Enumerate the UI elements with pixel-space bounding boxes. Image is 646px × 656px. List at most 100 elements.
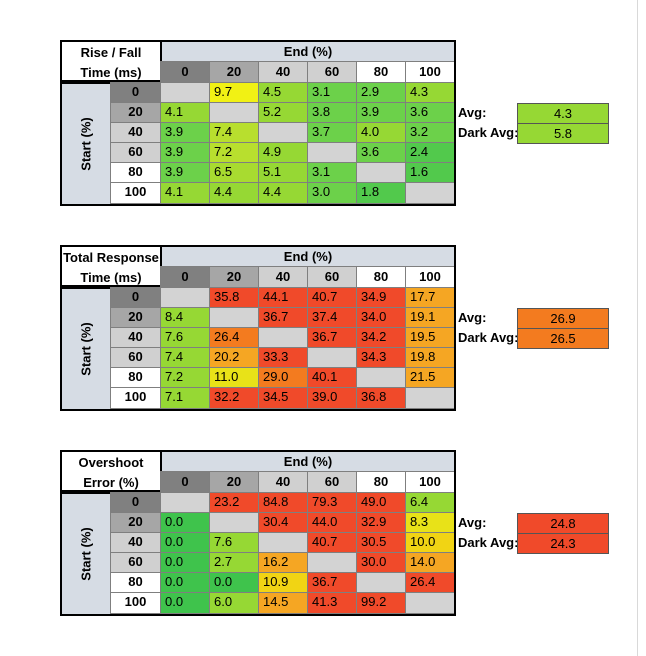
table-cell: 32.9 bbox=[356, 512, 406, 533]
table-cell: 3.9 bbox=[160, 122, 210, 143]
table-cell: 39.0 bbox=[307, 387, 357, 409]
table-cell: 19.8 bbox=[405, 347, 455, 368]
column-header: 100 bbox=[405, 61, 455, 83]
table-cell bbox=[209, 512, 259, 533]
table-cell: 30.5 bbox=[356, 532, 406, 553]
row-header: 20 bbox=[110, 102, 161, 123]
table-cell: 14.5 bbox=[258, 592, 308, 614]
avg-label: Avg: bbox=[458, 515, 487, 530]
column-header: 80 bbox=[356, 471, 406, 493]
row-header: 40 bbox=[110, 327, 161, 348]
table-cell: 0.0 bbox=[209, 572, 259, 593]
table-cell: 30.4 bbox=[258, 512, 308, 533]
table-cell bbox=[160, 287, 210, 308]
table-grid: Total Response Time (ms) End (%) 0 20 40 60 80 1… bbox=[60, 245, 456, 411]
table-cell: 40.7 bbox=[307, 287, 357, 308]
table-cell: 6.0 bbox=[209, 592, 259, 614]
table-cell: 2.9 bbox=[356, 82, 406, 103]
table-cell: 3.8 bbox=[307, 102, 357, 123]
dark-avg-value: 5.8 bbox=[517, 123, 609, 144]
column-header: 80 bbox=[356, 266, 406, 288]
table-cell: 40.1 bbox=[307, 367, 357, 388]
row-header: 60 bbox=[110, 552, 161, 573]
row-axis-title-label: Start (%) bbox=[78, 322, 94, 376]
row-axis-title-label: Start (%) bbox=[78, 117, 94, 171]
table-cell: 7.6 bbox=[160, 327, 210, 348]
table-cell bbox=[356, 162, 406, 183]
table-cell: 34.9 bbox=[356, 287, 406, 308]
table-cell bbox=[356, 367, 406, 388]
table-cell: 1.8 bbox=[356, 182, 406, 204]
row-header: 100 bbox=[110, 387, 161, 409]
column-header: 100 bbox=[405, 266, 455, 288]
table-cell: 0.0 bbox=[160, 552, 210, 573]
table-cell: 5.1 bbox=[258, 162, 308, 183]
table-cell: 4.4 bbox=[258, 182, 308, 204]
table-cell: 3.6 bbox=[356, 142, 406, 163]
table-title: Total Response Time (ms) bbox=[60, 245, 161, 287]
table-grid: Overshoot Error (%) End (%) 0 20 40 60 80 100 Sta… bbox=[60, 450, 456, 616]
table-cell: 44.1 bbox=[258, 287, 308, 308]
row-header: 60 bbox=[110, 142, 161, 163]
table-title-line: Total Response bbox=[63, 250, 159, 265]
dark-avg-value: 24.3 bbox=[517, 533, 609, 554]
dark-avg-label: Dark Avg: bbox=[458, 330, 519, 345]
table-cell: 36.7 bbox=[307, 572, 357, 593]
table-cell: 8.4 bbox=[160, 307, 210, 328]
table-cell: 26.4 bbox=[405, 572, 455, 593]
table-cell: 7.4 bbox=[209, 122, 259, 143]
column-header: 100 bbox=[405, 471, 455, 493]
table-cell: 36.7 bbox=[307, 327, 357, 348]
table-cell bbox=[356, 572, 406, 593]
table-cell: 34.3 bbox=[356, 347, 406, 368]
table-cell: 21.5 bbox=[405, 367, 455, 388]
table-cell bbox=[209, 102, 259, 123]
table-cell: 6.5 bbox=[209, 162, 259, 183]
row-header: 20 bbox=[110, 512, 161, 533]
table-cell: 19.1 bbox=[405, 307, 455, 328]
table-cell: 10.9 bbox=[258, 572, 308, 593]
column-header: 40 bbox=[258, 471, 308, 493]
table-cell: 4.3 bbox=[405, 82, 455, 103]
table-cell: 0.0 bbox=[160, 572, 210, 593]
table-cell bbox=[307, 552, 357, 573]
table-title: Overshoot Error (%) bbox=[60, 450, 161, 492]
table-cell: 3.9 bbox=[160, 162, 210, 183]
dark-avg-label: Dark Avg: bbox=[458, 125, 519, 140]
table-cell: 49.0 bbox=[356, 492, 406, 513]
row-header: 60 bbox=[110, 347, 161, 368]
table-title-line: Error (%) bbox=[83, 475, 139, 490]
row-header: 40 bbox=[110, 532, 161, 553]
table-cell: 4.0 bbox=[356, 122, 406, 143]
table-cell: 3.2 bbox=[405, 122, 455, 143]
table-cell: 34.2 bbox=[356, 327, 406, 348]
column-header: 40 bbox=[258, 266, 308, 288]
table-cell: 23.2 bbox=[209, 492, 259, 513]
table-cell: 0.0 bbox=[160, 532, 210, 553]
table-cell: 4.5 bbox=[258, 82, 308, 103]
table-cell bbox=[160, 82, 210, 103]
avg-value: 24.8 bbox=[517, 513, 609, 534]
column-axis-title: End (%) bbox=[160, 245, 456, 267]
row-header: 0 bbox=[110, 82, 161, 103]
row-header: 100 bbox=[110, 182, 161, 204]
avg-value: 26.9 bbox=[517, 308, 609, 329]
table-cell: 34.0 bbox=[356, 307, 406, 328]
table-cell: 34.5 bbox=[258, 387, 308, 409]
table-cell: 84.8 bbox=[258, 492, 308, 513]
row-header: 80 bbox=[110, 572, 161, 593]
column-header: 20 bbox=[209, 61, 259, 83]
table-cell: 20.2 bbox=[209, 347, 259, 368]
table-cell: 4.1 bbox=[160, 102, 210, 123]
row-header: 100 bbox=[110, 592, 161, 614]
row-header: 0 bbox=[110, 287, 161, 308]
table-cell bbox=[405, 182, 455, 204]
table-cell: 32.2 bbox=[209, 387, 259, 409]
table-cell: 3.1 bbox=[307, 82, 357, 103]
table-cell: 4.1 bbox=[160, 182, 210, 204]
table-title: Rise / Fall Time (ms) bbox=[60, 40, 161, 82]
table-cell: 2.7 bbox=[209, 552, 259, 573]
row-header: 40 bbox=[110, 122, 161, 143]
table-title-line: Overshoot bbox=[78, 455, 144, 470]
table-cell: 37.4 bbox=[307, 307, 357, 328]
